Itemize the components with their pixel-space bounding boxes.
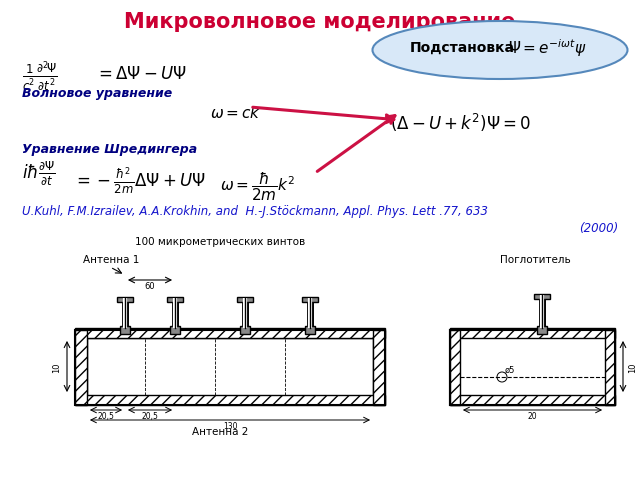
Text: Антенна 1: Антенна 1 bbox=[83, 255, 140, 265]
Bar bbox=[302, 297, 318, 302]
Text: 10: 10 bbox=[628, 363, 637, 373]
Text: Уравнение Шредингера: Уравнение Шредингера bbox=[22, 143, 197, 156]
Text: $(\Delta - U + k^2)\Psi = 0$: $(\Delta - U + k^2)\Psi = 0$ bbox=[390, 112, 531, 134]
Bar bbox=[120, 326, 130, 334]
Bar bbox=[534, 294, 550, 299]
Bar bbox=[450, 395, 615, 405]
Bar bbox=[450, 330, 615, 405]
Text: ø5: ø5 bbox=[505, 365, 515, 374]
Bar bbox=[75, 328, 385, 338]
Text: 20: 20 bbox=[527, 412, 537, 421]
Bar bbox=[537, 326, 547, 334]
Bar bbox=[237, 297, 253, 302]
Bar bbox=[240, 326, 250, 334]
Ellipse shape bbox=[372, 21, 627, 79]
Text: 10: 10 bbox=[52, 363, 61, 373]
Text: $\frac{1}{c^2}\frac{\partial^2\!\Psi}{\partial t^2}$: $\frac{1}{c^2}\frac{\partial^2\!\Psi}{\p… bbox=[22, 60, 58, 93]
Text: $\omega = ck$: $\omega = ck$ bbox=[210, 105, 261, 121]
Bar bbox=[305, 326, 315, 334]
Text: $i\hbar\frac{\partial\Psi}{\partial t}$: $i\hbar\frac{\partial\Psi}{\partial t}$ bbox=[22, 160, 55, 187]
Text: 100 микрометрических винтов: 100 микрометрических винтов bbox=[135, 237, 305, 247]
Bar bbox=[75, 330, 385, 405]
Text: 60: 60 bbox=[145, 282, 156, 291]
Text: 130: 130 bbox=[223, 422, 237, 431]
Bar bbox=[75, 330, 87, 405]
Text: (2000): (2000) bbox=[579, 222, 618, 235]
Text: Подстановка: Подстановка bbox=[410, 41, 515, 55]
Text: U.Kuhl, F.M.Izrailev, A.A.Krokhin, and  H.-J.Stöckmann, Appl. Phys. Lett .77, 63: U.Kuhl, F.M.Izrailev, A.A.Krokhin, and H… bbox=[22, 205, 488, 218]
Bar bbox=[450, 328, 615, 338]
Text: $\Psi = e^{-i\omega t}\psi$: $\Psi = e^{-i\omega t}\psi$ bbox=[508, 37, 587, 59]
Text: $\omega = \dfrac{\hbar}{2m}k^2$: $\omega = \dfrac{\hbar}{2m}k^2$ bbox=[220, 170, 296, 203]
Bar bbox=[373, 330, 385, 405]
Text: 20,5: 20,5 bbox=[97, 412, 115, 421]
Bar bbox=[450, 330, 615, 405]
Bar bbox=[75, 395, 385, 405]
Text: Волновое уравнение: Волновое уравнение bbox=[22, 87, 172, 100]
Bar bbox=[87, 338, 373, 397]
Bar bbox=[605, 330, 615, 405]
Text: Антенна 2: Антенна 2 bbox=[192, 427, 248, 437]
Bar bbox=[450, 330, 460, 405]
Text: $= \Delta\Psi - U\Psi$: $= \Delta\Psi - U\Psi$ bbox=[95, 65, 187, 83]
Text: Микроволновое моделирование: Микроволновое моделирование bbox=[124, 12, 516, 32]
Bar bbox=[167, 297, 183, 302]
Text: Поглотитель: Поглотитель bbox=[500, 255, 571, 265]
Bar bbox=[117, 297, 133, 302]
Bar bbox=[170, 326, 180, 334]
Text: 20,5: 20,5 bbox=[141, 412, 159, 421]
Text: $= -\frac{\hbar^2}{2m}\Delta\Psi + U\Psi$: $= -\frac{\hbar^2}{2m}\Delta\Psi + U\Psi… bbox=[73, 165, 205, 196]
